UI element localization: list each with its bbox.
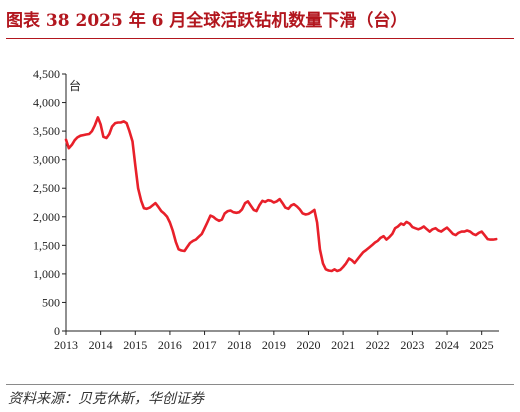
y-tick-label: 4,000	[33, 96, 60, 110]
x-tick-label: 2015	[123, 338, 147, 352]
x-tick-label: 2016	[158, 338, 182, 352]
unit-label: 台	[69, 78, 81, 93]
source-divider	[6, 384, 514, 385]
x-tick-label: 2014	[89, 338, 113, 352]
source-note: 资料来源：贝克休斯，华创证券	[8, 391, 204, 407]
x-tick-label: 2021	[331, 338, 355, 352]
x-tick-label: 2025	[470, 338, 494, 352]
x-tick-label: 2023	[400, 338, 424, 352]
x-tick-label: 2022	[366, 338, 390, 352]
y-tick-label: 1,500	[33, 238, 60, 252]
y-tick-label: 4,500	[33, 67, 60, 81]
x-tick-label: 2020	[296, 338, 320, 352]
x-tick-label: 2024	[435, 338, 459, 352]
y-tick-label: 2,000	[33, 210, 60, 224]
x-tick-label: 2017	[193, 338, 217, 352]
chart-axes: 0 500 1,000 1,500 2,000 2,500 3,000 3,500 4,000 4…	[33, 67, 499, 352]
line-chart: 0 500 1,000 1,500 2,000 2,500 3,000 3,500 4,000 4…	[33, 67, 499, 352]
x-tick-label: 2019	[262, 338, 286, 352]
y-tick-label: 3,000	[33, 153, 60, 167]
plot-area	[64, 116, 498, 273]
y-tick-label: 500	[42, 295, 60, 309]
title-underline	[6, 38, 514, 39]
x-tick-label: 2018	[227, 338, 251, 352]
x-tick-label: 2013	[54, 338, 78, 352]
y-tick-label: 2,500	[33, 181, 60, 195]
chart-title: 图表 38 2025 年 6 月全球活跃钻机数量下滑（台）	[6, 11, 408, 31]
y-tick-label: 0	[54, 324, 60, 338]
y-tick-label: 1,000	[33, 267, 60, 281]
series-line-0	[64, 116, 498, 273]
y-tick-label: 3,500	[33, 124, 60, 138]
